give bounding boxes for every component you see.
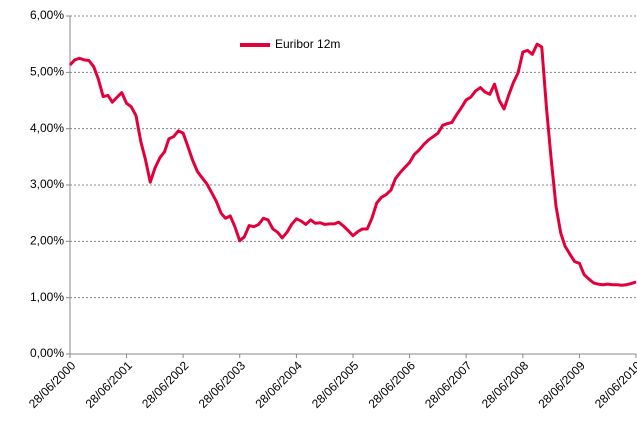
x-tick-label: 28/06/2009 [535, 358, 588, 411]
x-tick-label: 28/06/2000 [26, 358, 79, 411]
y-tick-label: 3,00% [30, 177, 64, 191]
x-tick-label: 28/06/2006 [366, 358, 419, 411]
x-tick-label: 28/06/2010 [592, 358, 637, 411]
y-tick-label: 6,00% [30, 8, 64, 22]
y-tick-label: 2,00% [30, 234, 64, 248]
x-tick-label: 28/06/2002 [139, 358, 192, 411]
x-tick-label: 28/06/2007 [422, 358, 475, 411]
x-tick-label: 28/06/2001 [83, 358, 136, 411]
x-tick-label: 28/06/2008 [479, 358, 532, 411]
y-tick-label: 4,00% [30, 121, 64, 135]
x-tick-label: 28/06/2005 [309, 358, 362, 411]
y-tick-label: 0,00% [30, 346, 64, 360]
line [68, 42, 637, 287]
legend-label: Euribor 12m [275, 37, 340, 51]
y-tick-label: 5,00% [30, 65, 64, 79]
x-tick-label: 28/06/2003 [196, 358, 249, 411]
x-tick-label: 28/06/2004 [252, 358, 305, 411]
y-tick-label: 1,00% [30, 290, 64, 304]
